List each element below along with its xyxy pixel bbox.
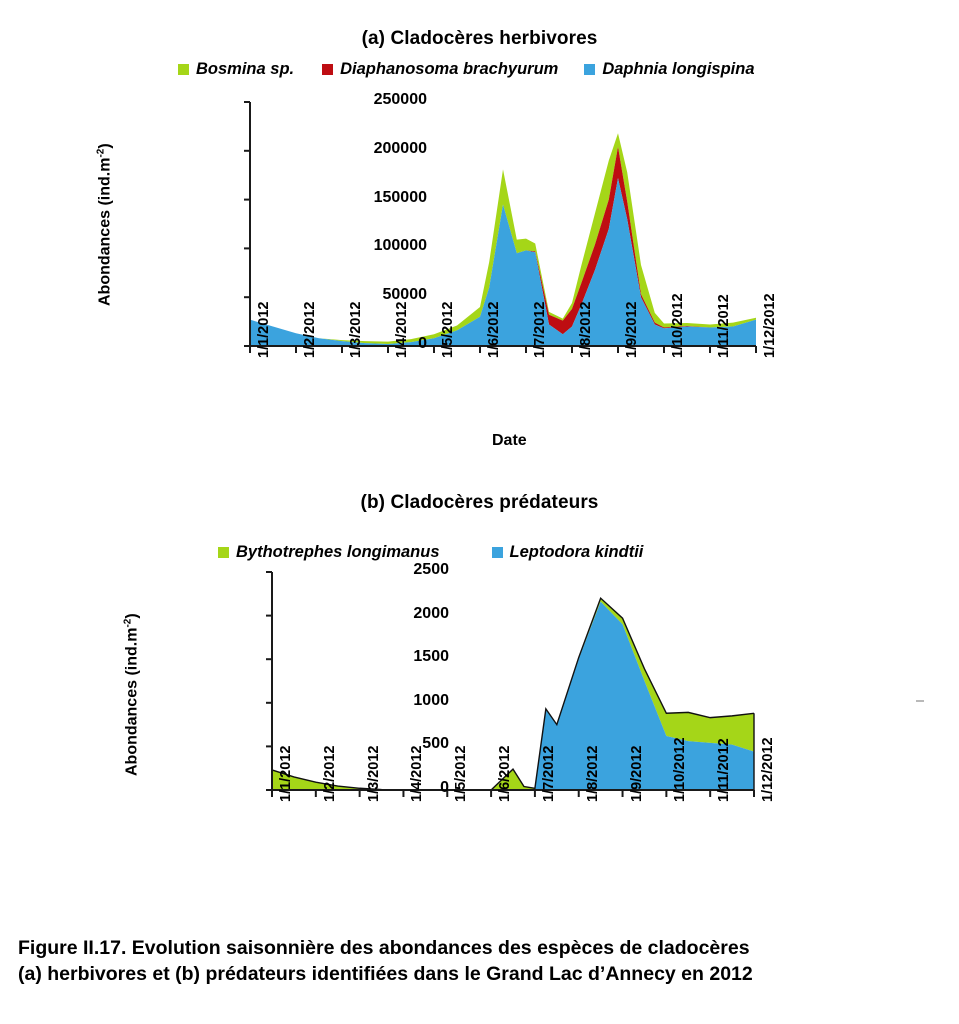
x-tick-label: 1/3/2012	[348, 301, 364, 358]
figure-caption: Figure II.17. Evolution saisonnière des …	[18, 935, 948, 987]
panel-b-y-axis-exponent: -2	[122, 618, 134, 628]
y-tick-label: 0	[418, 335, 427, 352]
panel-a-plot	[190, 96, 770, 358]
y-tick-label: 500	[422, 735, 449, 753]
panel-a-y-axis-title-text: Abondances (ind.m	[96, 157, 114, 307]
panel-b-title: (b) Cladocères prédateurs	[360, 492, 599, 513]
x-tick-label: 1/12/2012	[760, 737, 776, 802]
panel-a-svg	[244, 101, 757, 353]
x-tick-label: 1/3/2012	[365, 745, 382, 802]
panel-b-y-axis-title-close: )	[123, 613, 141, 619]
x-tick-label: 1/9/2012	[628, 745, 645, 802]
panel-b-y-axis-title-text: Abondances (ind.m	[123, 627, 141, 777]
y-tick-label: 150000	[373, 188, 427, 206]
x-tick-label: 1/8/2012	[578, 301, 594, 358]
legend-swatch-daphnia	[584, 64, 596, 75]
x-tick-label: 1/10/2012	[670, 293, 686, 358]
legend-label-daphnia: Daphnia longispina	[602, 60, 755, 78]
panel-a-y-axis-exponent: -2	[95, 148, 107, 158]
panel-b-legend: Bythotrephes longimanus Leptodora kindti…	[218, 543, 643, 562]
x-tick-label: 1/1/2012	[278, 745, 294, 802]
x-tick-label: 1/5/2012	[453, 745, 470, 802]
legend-item-diaphanosoma: Diaphanosoma brachyurum	[322, 60, 558, 79]
x-tick-label: 1/6/2012	[486, 301, 502, 358]
panel-a-title: (a) Cladocères herbivores	[361, 28, 598, 49]
x-tick-label: 1/7/2012	[540, 745, 557, 802]
y-tick-label: 100000	[373, 237, 427, 255]
panel-a-y-axis-title: Abondances (ind.m-2)	[95, 115, 114, 335]
x-tick-label: 1/4/2012	[394, 301, 410, 358]
legend-label-bythotrephes: Bythotrephes longimanus	[236, 543, 440, 561]
scan-artifact	[916, 700, 924, 702]
y-tick-label: 2000	[413, 604, 449, 622]
figure-caption-line1: Figure II.17. Evolution saisonnière des …	[18, 937, 750, 959]
area-leptodora-kindtii	[272, 601, 754, 790]
legend-swatch-leptodora	[491, 547, 503, 558]
area-bosmina-sp-	[250, 133, 756, 345]
x-tick-label: 1/5/2012	[440, 301, 456, 358]
y-tick-label: 2500	[413, 561, 449, 578]
panel-b-y-axis-title: Abondances (ind.m-2)	[122, 585, 141, 805]
x-tick-label: 1/12/2012	[762, 293, 778, 358]
panel-a: (a) Cladocères herbivores Bosmina sp. Di…	[0, 0, 959, 470]
panel-b: (b) Cladocères prédateurs Bythotrephes l…	[0, 470, 959, 920]
y-tick-label: 0	[440, 779, 449, 796]
y-tick-label: 1000	[413, 691, 449, 709]
x-tick-label: 1/8/2012	[584, 745, 601, 802]
legend-item-daphnia: Daphnia longispina	[584, 60, 755, 79]
x-tick-label: 1/9/2012	[624, 301, 640, 358]
x-tick-label: 1/7/2012	[532, 301, 548, 358]
x-tick-label: 1/2/2012	[321, 745, 338, 802]
legend-label-diaphanosoma: Diaphanosoma brachyurum	[340, 60, 559, 78]
panel-a-x-axis-title: Date	[492, 432, 527, 449]
legend-label-bosmina: Bosmina sp.	[196, 60, 295, 78]
x-tick-label: 1/2/2012	[302, 301, 318, 358]
stack-outline	[271, 596, 755, 791]
legend-swatch-diaphanosoma	[322, 64, 334, 75]
figure-caption-line2: (a) herbivores et (b) prédateurs identif…	[18, 963, 753, 985]
legend-item-bythotrephes: Bythotrephes longimanus	[218, 543, 440, 562]
x-tick-label: 1/6/2012	[497, 745, 514, 802]
legend-item-leptodora: Leptodora kindtii	[491, 543, 644, 562]
area-daphnia-longispina	[250, 178, 756, 346]
area-bythotrephes-longimanus	[272, 598, 754, 790]
legend-swatch-bosmina	[178, 64, 189, 75]
x-tick-label: 1/4/2012	[409, 745, 426, 802]
panel-a-legend: Bosmina sp. Diaphanosoma brachyurum Daph…	[178, 60, 755, 79]
panel-a-y-axis-title-close: )	[96, 143, 114, 149]
panel-b-svg	[266, 571, 755, 797]
x-tick-label: 1/1/2012	[256, 301, 272, 358]
y-tick-label: 200000	[373, 139, 427, 157]
panel-b-plot	[210, 566, 770, 802]
legend-swatch-bythotrephes	[218, 547, 229, 558]
y-tick-label: 50000	[382, 286, 428, 304]
x-tick-label: 1/11/2012	[716, 294, 732, 358]
x-tick-label: 1/11/2012	[716, 738, 733, 802]
x-tick-label: 1/10/2012	[672, 737, 689, 802]
y-tick-label: 250000	[373, 91, 427, 108]
legend-item-bosmina: Bosmina sp.	[178, 60, 294, 79]
y-tick-label: 1500	[413, 648, 449, 666]
legend-label-leptodora: Leptodora kindtii	[509, 543, 644, 561]
